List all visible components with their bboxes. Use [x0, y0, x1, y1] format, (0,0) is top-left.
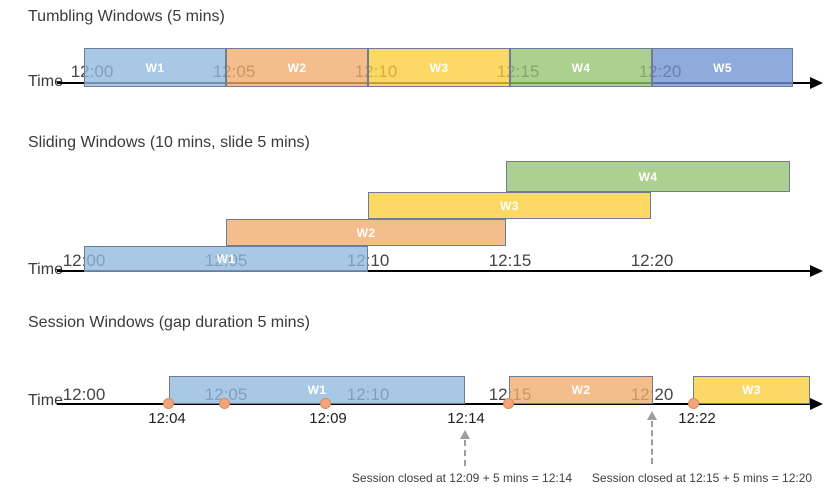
sliding-section-title: Sliding Windows (10 mins, slide 5 mins)	[28, 134, 310, 151]
sliding-window-w1-label: W1	[216, 252, 236, 266]
event-dot-1209	[320, 398, 331, 409]
sliding-timeline-axis	[57, 270, 812, 272]
sliding-timeline-arrow-icon	[810, 265, 823, 277]
event-dot-1206	[219, 398, 230, 409]
session-timeline-axis	[57, 403, 812, 405]
tumbling-window-w2: W2	[226, 48, 368, 87]
sliding-window-w2-label: W2	[356, 225, 376, 240]
session-window-w3-label: W3	[742, 383, 761, 397]
tumbling-window-w1-label: W1	[145, 60, 165, 75]
session-close-arrow-1-line	[464, 440, 466, 466]
tumbling-window-w4-label: W4	[571, 60, 591, 75]
tumbling-timeline-arrow-icon	[810, 77, 823, 89]
event-dot-1215	[503, 398, 514, 409]
sliding-window-w1: W1	[84, 246, 368, 272]
tumbling-time-label: Time	[28, 73, 63, 90]
sliding-window-w4: W4	[506, 161, 790, 192]
tumbling-window-w1: W1	[84, 48, 226, 87]
tumbling-window-w2-label: W2	[287, 60, 307, 75]
session-timeline-arrow-icon	[810, 398, 823, 410]
sliding-window-w4-label: W4	[638, 169, 658, 184]
session-section-title: Session Windows (gap duration 5 mins)	[28, 314, 310, 331]
event-label-1214: 12:14	[447, 410, 485, 427]
sliding-tick-1220: 12:20	[630, 251, 674, 270]
event-dot-1204	[163, 398, 174, 409]
session-close-annotation-1: Session closed at 12:09 + 5 mins = 12:14	[351, 471, 573, 485]
tumbling-window-w3-label: W3	[429, 60, 449, 75]
sliding-window-w3: W3	[368, 192, 651, 219]
tumbling-window-w5-label: W5	[713, 60, 732, 75]
session-close-annotation-2: Session closed at 12:15 + 5 mins = 12:20	[591, 471, 813, 485]
session-close-arrow-2-line	[651, 421, 653, 464]
session-window-w2-label: W2	[571, 383, 591, 397]
session-close-arrow-1-head-icon	[460, 430, 470, 439]
tumbling-window-w4: W4	[510, 48, 652, 87]
sliding-tick-1215: 12:15	[488, 251, 532, 270]
tumbling-section-title: Tumbling Windows (5 mins)	[28, 8, 225, 25]
event-label-1222: 12:22	[678, 410, 716, 427]
tumbling-window-w5: W5	[652, 48, 793, 87]
event-label-1204: 12:04	[148, 410, 186, 427]
sliding-time-label: Time	[28, 261, 63, 278]
sliding-window-w2: W2	[226, 219, 506, 246]
sliding-window-w3-label: W3	[500, 198, 519, 213]
session-tick-1200: 12:00	[62, 385, 106, 404]
session-time-label: Time	[28, 392, 63, 409]
session-window-w1: W1	[169, 376, 465, 404]
tumbling-window-w3: W3	[368, 48, 510, 87]
session-close-arrow-2-head-icon	[647, 411, 657, 420]
session-window-w2: W2	[509, 376, 653, 404]
event-dot-1222	[688, 398, 699, 409]
event-label-1209: 12:09	[309, 410, 347, 427]
session-window-w1-label: W1	[307, 383, 327, 397]
session-window-w3: W3	[693, 376, 810, 404]
